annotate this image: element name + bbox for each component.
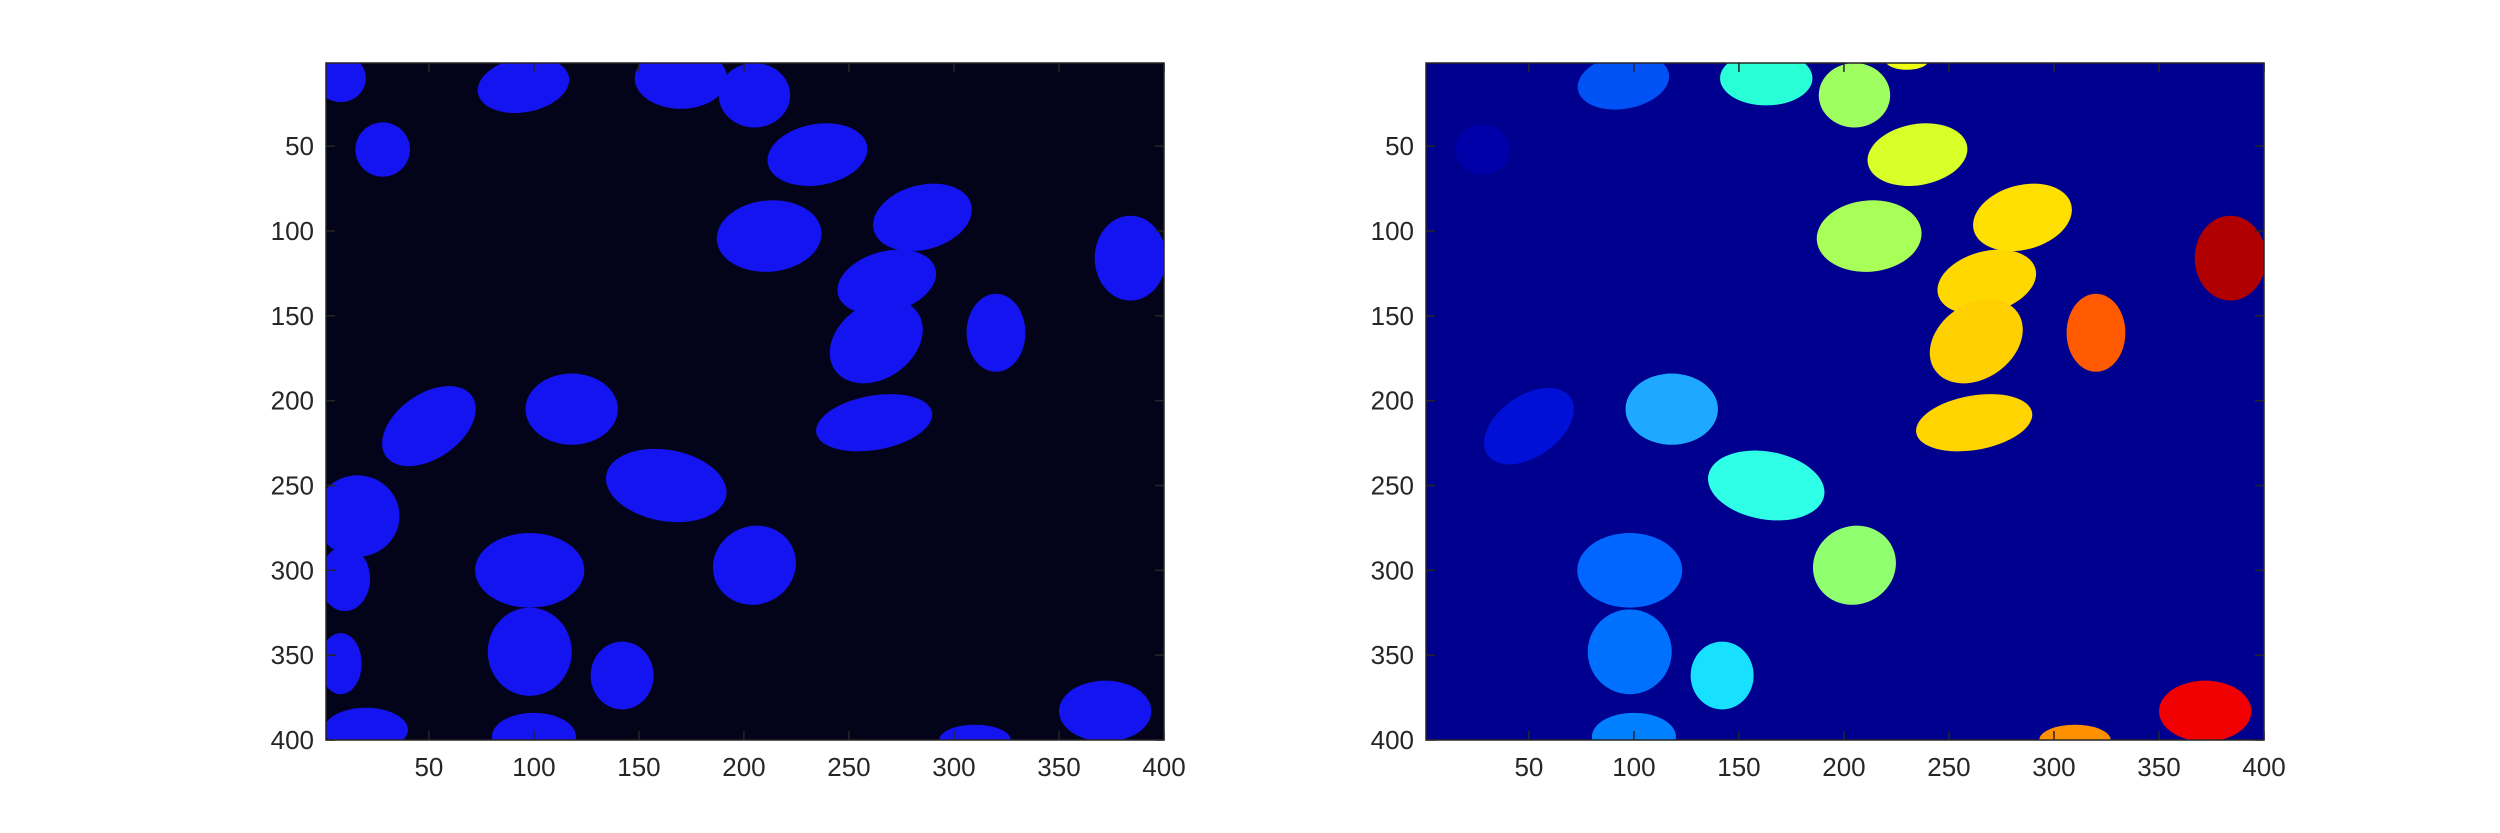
left-blob: [966, 293, 1026, 372]
right-xtick-label: 200: [1822, 752, 1865, 782]
left-ytick-label: 300: [271, 555, 314, 585]
right-ytick-label: 150: [1371, 301, 1414, 331]
right-ytick-label: 50: [1385, 131, 1414, 161]
left-blob: [525, 373, 618, 445]
right-blob: [2194, 215, 2264, 301]
left-ytick-label: 350: [271, 640, 314, 670]
left-blob: [873, 183, 972, 252]
left-blob: [816, 394, 933, 452]
right-blob: [1818, 63, 1891, 128]
left-blob: [487, 607, 572, 696]
left-blob: [326, 633, 362, 695]
right-blob: [1625, 373, 1718, 445]
right-blob: [1937, 249, 2037, 315]
left-xtick-label: 50: [414, 752, 443, 782]
left-blob: [326, 63, 366, 103]
right-ytick-label: 300: [1371, 555, 1414, 585]
right-ytick-label: 400: [1371, 725, 1414, 755]
right-xtick-label: 50: [1514, 752, 1543, 782]
left-xtick-label: 250: [827, 752, 870, 782]
right-ytick-label: 350: [1371, 640, 1414, 670]
left-ytick-label: 400: [271, 725, 314, 755]
left-blob: [590, 641, 654, 710]
right-axes-frame: [1425, 62, 2265, 741]
left-blob: [605, 448, 727, 523]
left-blob: [829, 299, 923, 384]
right-xtick-label: 150: [1717, 752, 1760, 782]
right-blob: [1484, 387, 1574, 465]
left-xtick-label: 200: [722, 752, 765, 782]
right-blob: [1708, 450, 1825, 521]
left-blob: [491, 712, 576, 740]
left-ytick-label: 150: [271, 301, 314, 331]
right-blob: [1812, 525, 1896, 605]
right-blob: [2039, 724, 2111, 740]
left-axes: 50 100 150 200 250 300 350 400 50 100 150 200 250 300…: [271, 62, 1186, 782]
right-xtick-label: 300: [2032, 752, 2075, 782]
left-blob: [939, 724, 1011, 740]
right-xtick-label: 250: [1927, 752, 1970, 782]
left-blob: [382, 386, 476, 467]
left-blob: [767, 123, 868, 186]
left-axes-frame: [325, 62, 1165, 741]
right-xtick-label: 350: [2137, 752, 2180, 782]
left-blob: [326, 546, 371, 612]
right-blob: [1455, 124, 1511, 175]
right-image: [1426, 63, 2264, 740]
left-ytick-label: 100: [271, 216, 314, 246]
left-blob: [326, 707, 408, 740]
right-blob: [1720, 63, 1813, 106]
right-axes: 50 100 150 200 250 300 350 400 50 100 150 200 250 300…: [1371, 62, 2286, 782]
right-ytick-label: 100: [1371, 216, 1414, 246]
right-blob: [1587, 609, 1672, 695]
right-ytick-label: 200: [1371, 386, 1414, 416]
left-blob: [634, 63, 728, 109]
left-blob: [712, 525, 796, 605]
right-blob: [1867, 123, 1968, 186]
right-xtick-label: 100: [1612, 752, 1655, 782]
left-ytick-label: 250: [271, 470, 314, 500]
right-blob: [1591, 712, 1676, 740]
right-blob: [1916, 394, 2033, 452]
right-blob: [1577, 532, 1683, 608]
left-blob: [837, 249, 937, 315]
left-ytick-label: 50: [285, 131, 314, 161]
left-ytick-label: 200: [271, 386, 314, 416]
left-xtick-label: 300: [932, 752, 975, 782]
left-blob: [718, 63, 791, 128]
left-blob: [1059, 680, 1152, 740]
right-blob: [1577, 63, 1670, 110]
left-blob: [475, 532, 585, 608]
left-blob: [477, 63, 570, 113]
right-blob: [2159, 680, 2252, 740]
left-xtick-label: 150: [617, 752, 660, 782]
left-blob: [326, 475, 400, 557]
right-ytick-label: 250: [1371, 470, 1414, 500]
left-xtick-label: 400: [1142, 752, 1185, 782]
right-xtick-label: 400: [2242, 752, 2285, 782]
right-blob: [1690, 641, 1754, 710]
right-blob: [2066, 293, 2126, 372]
left-blob: [716, 200, 822, 272]
left-xtick-label: 350: [1037, 752, 1080, 782]
left-blob: [355, 122, 411, 177]
right-blob: [1929, 299, 2023, 384]
left-image: [326, 63, 1164, 740]
right-blob: [1973, 183, 2072, 252]
right-blob: [1816, 200, 1922, 272]
right-blob: [1886, 63, 1928, 70]
left-blob: [1094, 215, 1164, 301]
left-xtick-label: 100: [512, 752, 555, 782]
